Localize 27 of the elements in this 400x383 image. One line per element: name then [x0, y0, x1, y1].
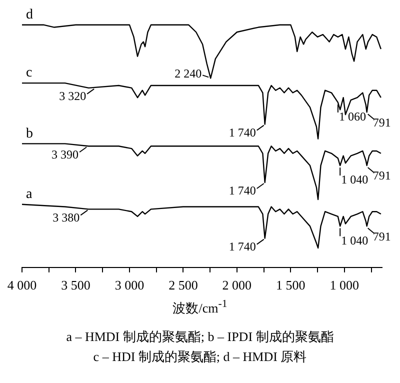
- series-label: a: [26, 187, 33, 202]
- x-tick-label: 4 000: [7, 278, 37, 293]
- annotation: 791: [372, 229, 391, 244]
- text: c – HDI 制成的聚氨酯; d – HMDI 原料: [92, 348, 308, 366]
- x-tick-label: 2 000: [222, 278, 252, 293]
- annotation: 1 040: [341, 233, 368, 248]
- annotation: 791: [372, 115, 391, 130]
- series-label: d: [26, 8, 33, 23]
- text: a – HMDI 制成的聚氨酯; b – IPDI 制成的聚氨酯: [65, 328, 335, 346]
- x-tick-label: 1 000: [330, 278, 360, 293]
- x-tick-label: 1 500: [276, 278, 306, 293]
- series-label: b: [26, 126, 33, 142]
- x-tick-label: 3 500: [61, 278, 90, 293]
- annotation: 3 390: [52, 147, 79, 162]
- annotation: 1 060: [338, 110, 366, 124]
- x-tick-label: 3 000: [114, 278, 144, 293]
- annotation: 3 320: [59, 89, 86, 104]
- series-label: c: [26, 66, 32, 81]
- annotation: 1 740: [228, 125, 256, 140]
- annotation: 791: [372, 168, 391, 183]
- annotation: 1 740: [228, 184, 256, 198]
- annotation: 1 040: [341, 172, 368, 187]
- annotation: 2 240: [174, 66, 202, 80]
- x-tick-label: 2 500: [168, 278, 198, 293]
- annotation: 3 380: [52, 210, 80, 224]
- x-axis-title: 波数/cm$^{-1}$: [172, 298, 228, 318]
- annotation: 1 740: [228, 239, 256, 254]
